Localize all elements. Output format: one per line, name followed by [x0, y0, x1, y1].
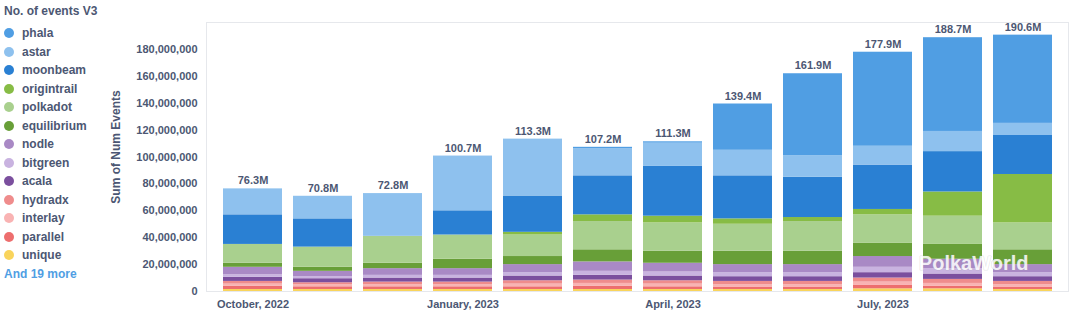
- svg-text:PolkaWorld: PolkaWorld: [919, 252, 1029, 274]
- html-text:phala: phala: [22, 26, 54, 41]
- svg-text:139.4M: 139.4M: [725, 90, 762, 102]
- svg-text:190.6M: 190.6M: [1005, 21, 1042, 33]
- svg-text:April, 2023: April, 2023: [645, 298, 701, 310]
- svg-text:188.7M: 188.7M: [935, 23, 972, 35]
- svg-text:100.7M: 100.7M: [445, 142, 482, 154]
- svg-text:20,000,000: 20,000,000: [142, 258, 197, 270]
- html-text:parallel: parallel: [22, 229, 64, 244]
- svg-text:60,000,000: 60,000,000: [142, 204, 197, 216]
- svg-text:140,000,000: 140,000,000: [136, 97, 197, 109]
- html-text:equilibrium: equilibrium: [22, 118, 87, 133]
- html-text:And 19 more: And 19 more: [4, 266, 77, 281]
- html-text:acala: acala: [22, 174, 52, 189]
- svg-text:160,000,000: 160,000,000: [136, 70, 197, 82]
- svg-text:100,000,000: 100,000,000: [136, 151, 197, 163]
- html-text:hydradx: hydradx: [22, 192, 69, 207]
- svg-text:80,000,000: 80,000,000: [142, 177, 197, 189]
- svg-text:January, 2023: January, 2023: [427, 298, 499, 310]
- html-text:unique: unique: [22, 248, 62, 263]
- html-text:polkadot: polkadot: [22, 100, 72, 115]
- svg-text:120,000,000: 120,000,000: [136, 124, 197, 136]
- html-text:nodle: nodle: [22, 137, 54, 152]
- svg-text:161.9M: 161.9M: [795, 59, 832, 71]
- html-text:moonbeam: moonbeam: [22, 63, 86, 78]
- html-text:No. of events V3: No. of events V3: [4, 4, 98, 18]
- svg-text:76.3M: 76.3M: [238, 174, 269, 186]
- svg-text:107.2M: 107.2M: [585, 133, 622, 145]
- svg-text:72.8M: 72.8M: [378, 179, 409, 191]
- html-text:origintrail: origintrail: [22, 81, 78, 96]
- svg-text:40,000,000: 40,000,000: [142, 231, 197, 243]
- svg-text:October, 2022: October, 2022: [217, 298, 289, 310]
- svg-text:111.3M: 111.3M: [655, 127, 690, 139]
- html-text:interlay: interlay: [22, 211, 65, 226]
- svg-text:177.9M: 177.9M: [865, 38, 902, 50]
- html-text:Sum of Num Events: Sum of Num Events: [109, 90, 123, 204]
- svg-text:113.3M: 113.3M: [515, 125, 551, 137]
- svg-text:180,000,000: 180,000,000: [136, 43, 197, 55]
- svg-text:July, 2023: July, 2023: [857, 298, 909, 310]
- svg-text:70.8M: 70.8M: [308, 182, 339, 194]
- html-text:astar: astar: [22, 44, 51, 59]
- html-text:bitgreen: bitgreen: [22, 155, 70, 170]
- svg-text:0: 0: [191, 285, 197, 297]
